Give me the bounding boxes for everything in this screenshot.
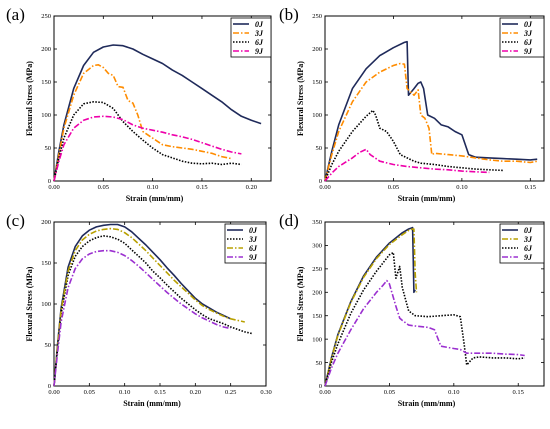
y-tick-label: 200: [312, 289, 322, 296]
chart-panel-4: 0.00 0.05 0.10 0.15 0 50 100 150 200 250 300 350 Str…: [279, 211, 545, 408]
x-tick-label: 0.10: [456, 184, 467, 191]
x-tick-label: 0.15: [196, 184, 207, 191]
legend-entry: 6J: [255, 38, 264, 47]
x-tick-label: 0.05: [388, 184, 399, 191]
plot-frame: [324, 15, 545, 182]
panel-label: (b): [279, 5, 299, 24]
x-tick-label: 0.15: [154, 389, 165, 396]
x-tick-label: 0.10: [119, 389, 130, 396]
series-line-6j: [324, 109, 503, 182]
x-axis-title: Strain (mm/mm): [398, 399, 456, 408]
series-line-0j: [324, 226, 416, 387]
series-line-9j: [53, 115, 242, 182]
y-tick-label: 50: [316, 360, 323, 367]
legend-entry: 9J: [249, 253, 258, 262]
legend-entry: 6J: [249, 244, 258, 253]
y-axis-title: Flexural Stress (MPa): [25, 61, 34, 136]
x-tick-label: 0.00: [48, 389, 59, 396]
series-line-6j: [324, 251, 525, 387]
series-line-6j: [53, 101, 242, 182]
series-line-9j: [324, 279, 525, 387]
series-line-0j: [324, 40, 538, 182]
y-tick-label: 200: [312, 46, 322, 53]
x-tick-label: 0.20: [246, 184, 257, 191]
x-axis-title: Strain (mm/mm): [123, 399, 181, 408]
chart-panel-2: 0.00 0.05 0.10 0.15 0 50 100 150 200 250 Strain (m…: [279, 5, 545, 203]
legend-entry: 3J: [523, 29, 533, 38]
y-tick-label: 50: [45, 145, 52, 152]
legend-entry: 0J: [524, 226, 533, 235]
x-tick-label: 0.15: [513, 389, 524, 396]
y-tick-label: 50: [45, 342, 52, 349]
series-line-0j: [53, 223, 232, 387]
x-tick-label: 0.30: [260, 389, 271, 396]
y-tick-label: 100: [41, 112, 51, 119]
series-line-3j: [324, 228, 418, 387]
x-tick-label: 0.10: [448, 389, 459, 396]
plot-frame: [324, 221, 545, 387]
y-tick-label: 250: [312, 266, 322, 273]
x-tick-label: 0.25: [225, 389, 236, 396]
y-tick-label: 0: [48, 383, 51, 390]
series-line-3j: [324, 62, 538, 182]
y-tick-label: 0: [48, 178, 51, 185]
y-axis-title: Flexural Stress (MPa): [296, 266, 305, 341]
series-line-6j: [53, 227, 245, 387]
legend-entry: 6J: [524, 244, 533, 253]
x-tick-label: 0.00: [319, 184, 330, 191]
series-line-3j: [53, 235, 253, 387]
y-axis-title: Flexural Stress (MPa): [25, 266, 34, 341]
y-tick-label: 250: [41, 13, 51, 20]
y-tick-label: 200: [41, 46, 51, 53]
chart-panel-3: 0.00 0.05 0.10 0.15 0.20 0.25 0.30 0 50 100 150 200…: [6, 211, 272, 408]
x-tick-label: 0.10: [147, 184, 158, 191]
series-line-0j: [53, 44, 262, 182]
y-axis-title: Flexural Stress (MPa): [296, 61, 305, 136]
plot-frame: [53, 15, 272, 182]
y-tick-label: 250: [312, 13, 322, 20]
legend-entry: 0J: [255, 20, 264, 29]
x-tick-label: 0.20: [190, 389, 201, 396]
x-tick-label: 0.00: [48, 184, 59, 191]
x-tick-label: 0.05: [84, 389, 95, 396]
legend-entry: 9J: [524, 253, 533, 262]
series-line-3j: [53, 64, 232, 182]
y-tick-label: 100: [312, 112, 322, 119]
y-tick-label: 0: [319, 178, 322, 185]
y-tick-label: 150: [312, 79, 322, 86]
y-tick-label: 100: [41, 301, 51, 308]
legend-entry: 9J: [524, 47, 533, 56]
legend-entry: 3J: [248, 235, 258, 244]
chart-panel-1: 0.00 0.05 0.10 0.15 0.20 0 50 100 150 200 250 Strai…: [6, 5, 272, 203]
legend-entry: 0J: [249, 226, 258, 235]
x-axis-title: Strain (mm/mm): [398, 194, 456, 203]
x-tick-label: 0.00: [319, 389, 330, 396]
y-tick-label: 200: [41, 219, 51, 226]
series-line-9j: [53, 249, 231, 387]
x-tick-label: 0.15: [525, 184, 536, 191]
legend-entry: 9J: [255, 47, 264, 56]
y-tick-label: 150: [41, 260, 51, 267]
legend-entry: 3J: [523, 235, 533, 244]
y-tick-label: 150: [41, 79, 51, 86]
y-tick-label: 50: [316, 145, 323, 152]
y-tick-label: 350: [312, 219, 322, 226]
panel-label: (c): [6, 211, 25, 230]
panel-label: (d): [279, 211, 299, 230]
x-tick-label: 0.05: [98, 184, 109, 191]
series-line-9j: [324, 148, 490, 182]
x-axis-title: Strain (mm/mm): [126, 194, 184, 203]
y-tick-label: 0: [319, 383, 322, 390]
y-tick-label: 300: [312, 243, 322, 250]
legend-entry: 0J: [524, 20, 533, 29]
y-tick-label: 100: [312, 336, 322, 343]
y-tick-label: 150: [312, 313, 322, 320]
legend-entry: 6J: [524, 38, 533, 47]
x-tick-label: 0.05: [384, 389, 395, 396]
panel-label: (a): [6, 5, 25, 24]
legend-entry: 3J: [254, 29, 264, 38]
